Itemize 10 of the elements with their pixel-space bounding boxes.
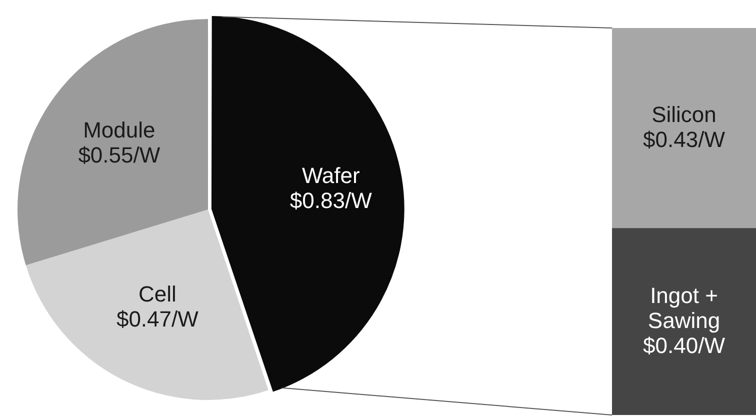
slice-label: Wafer	[302, 163, 360, 188]
data-label: $0.83/W	[290, 188, 372, 214]
series-label: Silicon	[652, 102, 716, 127]
data-label: $0.55/W	[78, 142, 160, 168]
series-label: Ingot + Sawing	[648, 282, 720, 333]
data-label: $0.40/W	[643, 332, 726, 358]
slice-label: Module	[83, 117, 156, 142]
data-label: $0.43/W	[643, 126, 726, 152]
slice-label: Cell	[138, 281, 176, 306]
data-label: $0.47/W	[116, 306, 199, 332]
